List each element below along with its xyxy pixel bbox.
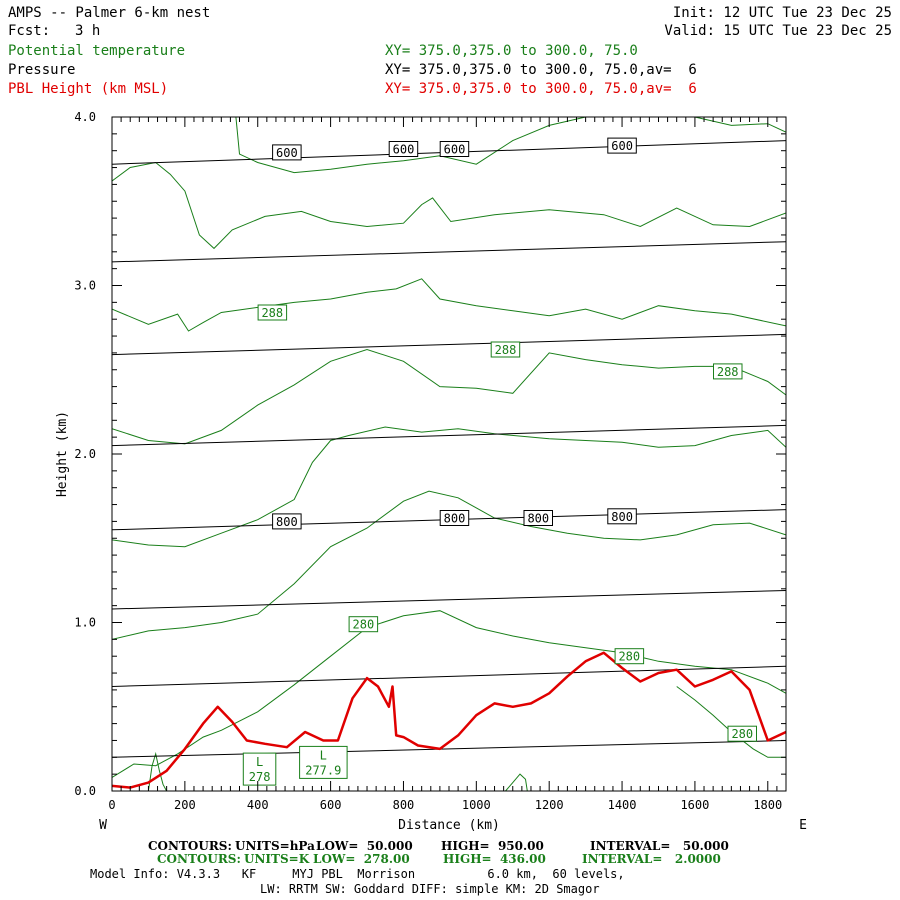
pressure-contour-line [112, 333, 786, 356]
model-title: AMPS -- Palmer 6-km nest [8, 5, 211, 21]
east-label: E [799, 818, 807, 833]
theta-label-box [348, 616, 379, 633]
init-time: Init: 12 UTC Tue 23 Dec 25 [672, 5, 892, 21]
low-marker-box [242, 752, 277, 786]
field-pbl-xy: XY= 375.0,375.0 to 300.0, 75.0,av= 6 [385, 81, 697, 97]
y-tick-label: 1.0 [74, 616, 96, 630]
x-tick-label: 1000 [462, 798, 491, 812]
axis-tick-labels: 0 200 400 600 800 1000 1200 1400 1600 1800 0.0 1.0 2… [74, 110, 782, 812]
footer-black-interval: INTERVAL= 50.000 [590, 839, 729, 853]
field-pressure-xy: XY= 375.0,375.0 to 300.0, 75.0,av= 6 [385, 62, 697, 78]
footer-green-label: CONTOURS: [157, 852, 241, 866]
pressure-contour-line [112, 740, 786, 758]
pressure-label: 600 [393, 143, 415, 157]
theta-label: 288 [495, 343, 517, 357]
pressure-label-box [607, 137, 637, 154]
low-marker-value: 277.9 [305, 763, 341, 777]
x-tick-label: 0 [108, 798, 115, 812]
pbl-height-line [112, 651, 786, 789]
contour-labels: 600 600 600 600 800 800 800 800 288 288 288 280 280 2… [242, 137, 757, 786]
theta-contour-line [112, 490, 786, 640]
x-tick-label: 600 [320, 798, 342, 812]
plot-frame [111, 116, 787, 792]
pressure-label: 600 [276, 146, 298, 160]
pressure-label-box [439, 141, 470, 157]
pressure-label-box [388, 141, 419, 157]
theta-contour-line [676, 686, 786, 758]
theta-label: 288 [717, 365, 739, 379]
footer-black-high: HIGH= 950.00 [441, 839, 544, 853]
theta-contour-line [112, 610, 786, 778]
x-tick-label: 1600 [680, 798, 709, 812]
theta-label: 280 [731, 727, 753, 741]
footer-model-info-2: LW: RRTM SW: Goddard DIFF: simple KM: 2D… [260, 882, 600, 896]
theta-contour-line [112, 426, 786, 548]
footer-black-units: UNITS=hPa [235, 839, 315, 853]
field-theta-xy: XY= 375.0,375.0 to 300.0, 75.0 [385, 43, 638, 59]
theta-label: 288 [261, 306, 283, 320]
x-tick-label: 1800 [753, 798, 782, 812]
y-axis-label: Height (km) [55, 411, 70, 497]
footer-green-units: UNITS=K [244, 852, 310, 866]
theta-contour-line [112, 278, 786, 332]
west-label: W [99, 818, 107, 833]
x-tick-label: 1400 [608, 798, 637, 812]
pressure-label: 800 [276, 515, 298, 529]
fcst-label: Fcst: [8, 23, 51, 39]
theta-contour-line [112, 161, 786, 250]
x-tick-label: 400 [247, 798, 269, 812]
low-marker-symbol: L [320, 748, 327, 762]
footer-green-high: HIGH= 436.00 [443, 852, 546, 866]
pressure-label-box [272, 144, 302, 161]
footer-black-low: LOW= 50.000 [316, 839, 413, 853]
pressure-label: 800 [444, 512, 466, 526]
theta-contours [112, 117, 786, 791]
x-axis-label: Distance (km) [398, 818, 500, 833]
theta-label: 280 [353, 618, 375, 632]
footer-model-info-1: Model Info: V4.3.3 KF MYJ PBL Morrison 6… [90, 867, 625, 881]
theta-contour-line [235, 117, 586, 174]
pressure-label-box [272, 513, 302, 530]
y-tick-label: 2.0 [74, 447, 96, 461]
footer-green-interval: INTERVAL= 2.0000 [582, 852, 721, 866]
theta-label-box [727, 725, 757, 742]
pressure-contour-line [112, 241, 786, 263]
fcst-value: 3 h [75, 23, 101, 39]
theta-label-box [257, 304, 288, 321]
pressure-contour-line [112, 424, 786, 447]
theta-label-box [490, 341, 521, 358]
footer-green-low: LOW= 278.00 [313, 852, 410, 866]
theta-contour-line [112, 348, 786, 445]
theta-label: 280 [618, 650, 640, 664]
field-theta-name: Potential temperature [8, 43, 186, 59]
y-tick-label: 0.0 [74, 784, 96, 798]
x-tick-label: 800 [393, 798, 415, 812]
y-tick-label: 4.0 [74, 110, 96, 124]
theta-contour-line [505, 773, 528, 791]
valid-time: Valid: 15 UTC Tue 23 Dec 25 [664, 23, 892, 39]
pbl-height-series [112, 651, 786, 789]
pressure-label: 800 [611, 510, 633, 524]
y-tick-label: 3.0 [74, 279, 96, 293]
theta-label-box [614, 648, 645, 665]
low-marker-box [299, 745, 348, 779]
pressure-label-box [607, 508, 637, 525]
x-tick-label: 1200 [535, 798, 564, 812]
field-pressure-name: Pressure [8, 62, 76, 78]
pressure-label-box [439, 510, 470, 526]
low-marker-symbol: L [256, 755, 263, 769]
footer-black-label: CONTOURS: [148, 839, 232, 853]
pressure-contour-line [112, 590, 786, 610]
axis-ticks [111, 116, 787, 792]
theta-label-box [713, 363, 743, 380]
low-marker-value: 278 [249, 770, 271, 784]
x-tick-label: 200 [174, 798, 196, 812]
pressure-label: 600 [611, 139, 633, 153]
pressure-label: 600 [444, 143, 466, 157]
field-pbl-name: PBL Height (km MSL) [8, 81, 169, 97]
pressure-label: 800 [527, 512, 549, 526]
theta-contour-line [147, 751, 168, 791]
pressure-label-box [523, 510, 553, 526]
